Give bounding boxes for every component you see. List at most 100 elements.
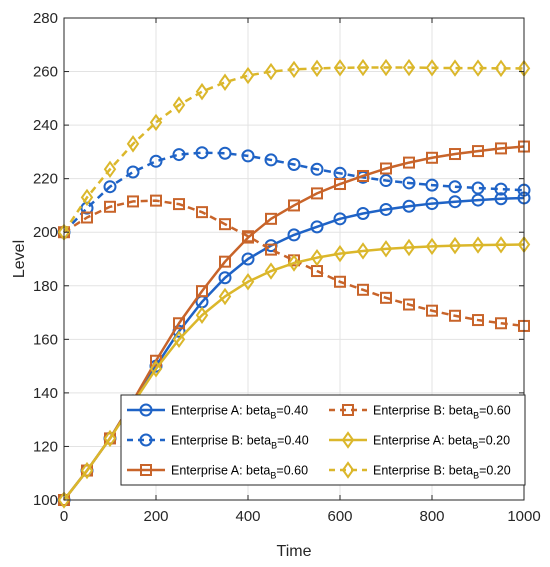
data-point	[494, 182, 508, 196]
series-line	[63, 199, 525, 328]
data-point	[402, 238, 416, 257]
data-point	[195, 146, 209, 160]
data-point	[449, 148, 461, 161]
data-point	[219, 218, 231, 231]
data-point	[172, 96, 186, 114]
data-point	[471, 181, 485, 195]
data-point	[150, 194, 162, 207]
data-point	[379, 240, 393, 258]
data-point	[472, 314, 484, 327]
data-point	[149, 113, 163, 132]
data-point	[287, 254, 301, 272]
data-point	[425, 237, 439, 256]
x-tick-label: 400	[235, 508, 260, 525]
legend-label: Enterprise B: betaB=0.60	[373, 404, 511, 421]
data-point	[196, 285, 208, 298]
data-point	[425, 197, 439, 211]
data-point	[218, 271, 232, 285]
data-point	[379, 58, 393, 77]
data-point	[287, 157, 301, 171]
data-point	[357, 169, 369, 182]
series-1	[57, 146, 531, 239]
data-point	[403, 298, 415, 311]
y-tick-label: 260	[33, 64, 58, 81]
data-point	[80, 461, 94, 480]
legend-label: Enterprise B: betaB=0.20	[373, 464, 511, 481]
data-point	[195, 82, 209, 101]
data-point	[126, 135, 140, 153]
data-point	[149, 154, 163, 168]
y-tick-label: 200	[33, 224, 58, 241]
data-point	[379, 174, 393, 188]
data-point	[242, 230, 254, 243]
data-point	[380, 162, 392, 175]
series-line	[63, 145, 525, 501]
data-point	[218, 73, 232, 91]
plot-frame	[63, 17, 525, 501]
data-point	[403, 156, 415, 169]
data-point	[288, 199, 300, 212]
data-point	[310, 59, 324, 78]
data-point	[196, 206, 208, 219]
legend-item: Enterprise A: betaB=0.40	[127, 403, 308, 421]
y-tick-label: 120	[33, 438, 58, 455]
data-point	[149, 360, 163, 378]
data-point	[402, 58, 416, 77]
data-point	[426, 304, 438, 317]
legend-label: Enterprise A: betaB=0.40	[171, 404, 308, 421]
x-tick-label: 200	[143, 508, 168, 525]
legend-marker	[139, 433, 153, 447]
legend-marker	[341, 461, 355, 479]
data-point	[495, 142, 507, 155]
data-point	[449, 309, 461, 322]
series-line	[62, 66, 524, 233]
data-point	[494, 236, 508, 254]
series-layer	[57, 58, 531, 509]
legend-marker	[140, 464, 152, 476]
data-point	[103, 160, 117, 179]
data-point	[287, 228, 301, 242]
y-tick-label: 180	[33, 278, 58, 295]
legend: Enterprise A: betaB=0.40 Enterprise B: be…	[120, 394, 526, 486]
data-point	[310, 162, 324, 176]
axis-ticks: 0 200 400 600 800 1000 100 120 140 160 180 200 220 24…	[33, 10, 541, 525]
legend-box	[120, 394, 526, 486]
x-tick-label: 800	[419, 508, 444, 525]
legend-item: Enterprise A: betaB=0.60	[127, 464, 308, 481]
data-point	[334, 178, 346, 191]
x-tick-label: 1000	[507, 508, 540, 525]
data-point	[311, 187, 323, 200]
y-tick-label: 280	[33, 10, 58, 27]
data-point	[241, 66, 255, 85]
series-line	[63, 243, 525, 501]
data-point	[356, 206, 370, 220]
legend-label: Enterprise A: betaB=0.20	[373, 434, 510, 451]
data-point	[173, 317, 185, 330]
data-point	[356, 242, 370, 260]
series-4	[57, 235, 531, 509]
data-point	[104, 200, 116, 213]
y-axis-title: Level	[11, 240, 28, 278]
data-point	[448, 180, 462, 194]
data-point	[172, 148, 186, 162]
data-point	[241, 273, 255, 291]
data-point	[356, 58, 370, 77]
data-point	[103, 180, 117, 194]
data-point	[494, 59, 508, 78]
data-point	[426, 151, 438, 164]
data-point	[173, 198, 185, 211]
legend-marker	[139, 403, 153, 417]
y-tick-label: 160	[33, 331, 58, 348]
data-point	[357, 283, 369, 296]
data-point	[80, 201, 94, 215]
data-point	[425, 59, 439, 77]
data-point	[472, 145, 484, 158]
legend-marker	[342, 404, 354, 416]
data-point	[471, 236, 485, 254]
data-point	[448, 59, 462, 77]
data-point	[310, 220, 324, 234]
data-point	[471, 193, 485, 207]
data-point	[265, 243, 277, 256]
y-tick-label: 220	[33, 171, 58, 188]
data-point	[57, 491, 71, 509]
